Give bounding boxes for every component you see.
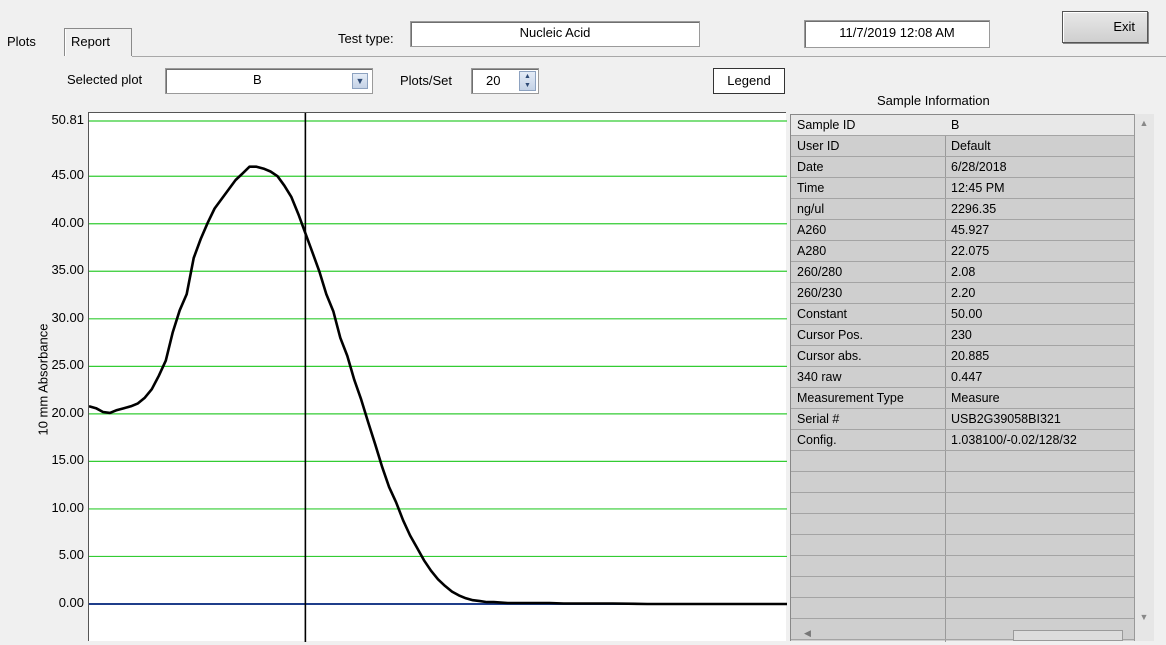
y-tick-label: 30.00 (51, 309, 84, 325)
plots-per-set-label: Plots/Set (400, 73, 453, 88)
sample-info-title: Sample Information (877, 93, 990, 108)
row-value: Default (951, 139, 991, 153)
table-row: Cursor abs. 20.885 (791, 346, 1135, 367)
row-label: Time (797, 181, 825, 195)
scroll-down-icon[interactable]: ▼ (1139, 612, 1149, 622)
table-row: 260/230 2.20 (791, 283, 1135, 304)
table-row: Time 12:45 PM (791, 178, 1135, 199)
row-value: 12:45 PM (951, 181, 1005, 195)
selected-plot-dropdown[interactable] (165, 68, 373, 94)
spinner-arrows-icon[interactable]: ▲ ▼ (519, 71, 536, 91)
row-value: 20.885 (951, 349, 990, 363)
table-row: Cursor Pos. 230 (791, 325, 1135, 346)
table-row: Date 6/28/2018 (791, 157, 1135, 178)
table-row: 260/280 2.08 (791, 262, 1135, 283)
empty-row (791, 472, 1135, 493)
table-row: User ID Default (791, 136, 1135, 157)
empty-row (791, 535, 1135, 556)
horizontal-scroll-thumb[interactable] (1013, 630, 1123, 641)
empty-row (791, 619, 1135, 640)
y-tick-label: 35.00 (51, 262, 84, 278)
table-row: A260 45.927 (791, 220, 1135, 241)
sample-info-table: Sample ID B User ID Default Date 6/28/2018 Tim… (790, 114, 1135, 642)
row-label: Measurement Type (797, 391, 904, 405)
selected-plot-label: Selected plot (67, 72, 143, 87)
empty-row (791, 577, 1135, 598)
row-value: 45.927 (951, 223, 990, 237)
y-tick-label: 45.00 (51, 167, 84, 183)
selected-plot-value: B (253, 72, 262, 87)
row-label: 260/230 (797, 286, 843, 300)
tab-report[interactable]: Report (64, 28, 132, 56)
scroll-up-icon[interactable]: ▲ (1139, 118, 1149, 128)
plots-per-set-value: 20 (486, 73, 501, 88)
row-value: 0.447 (951, 370, 983, 384)
vertical-scrollbar[interactable] (1134, 114, 1154, 641)
absorbance-plot[interactable] (88, 112, 787, 642)
row-label: Cursor abs. (797, 349, 862, 363)
row-value: USB2G39058BI321 (951, 412, 1061, 426)
row-label: Sample ID (797, 118, 856, 132)
table-row: Measurement Type Measure (791, 388, 1135, 409)
row-label: A260 (797, 223, 827, 237)
row-value: 1.038100/-0.02/128/32 (951, 433, 1077, 447)
row-value: 6/28/2018 (951, 160, 1007, 174)
y-tick-label: 15.00 (51, 452, 84, 468)
table-row: Sample ID B (791, 115, 1135, 136)
tab-plots[interactable]: Plots (0, 24, 60, 58)
scroll-left-icon[interactable]: ◀ (804, 628, 811, 638)
row-value: 22.075 (951, 244, 990, 258)
y-tick-label: 5.00 (58, 547, 84, 563)
row-label: A280 (797, 244, 827, 258)
datetime-field: 11/7/2019 12:08 AM (804, 20, 990, 48)
table-row: Serial # USB2G39058BI321 (791, 409, 1135, 430)
row-value: B (951, 118, 960, 132)
row-value: 50.00 (951, 307, 983, 321)
row-value: 2.20 (951, 286, 976, 300)
chevron-down-icon[interactable]: ▼ (352, 73, 368, 89)
row-label: 340 raw (797, 370, 842, 384)
y-tick-label: 10.00 (51, 499, 84, 515)
y-tick-label: 50.81 (51, 112, 84, 127)
row-label: ng/ul (797, 202, 825, 216)
empty-row (791, 451, 1135, 472)
row-label: User ID (797, 139, 840, 153)
y-tick-label: 0.00 (58, 594, 84, 610)
table-row: A280 22.075 (791, 241, 1135, 262)
exit-button[interactable]: Exit (1062, 11, 1148, 43)
tab-divider (132, 56, 1166, 57)
row-value: 230 (951, 328, 972, 342)
y-tick-label: 20.00 (51, 404, 84, 420)
row-value: 2.08 (951, 265, 976, 279)
empty-row (791, 598, 1135, 619)
empty-row (791, 514, 1135, 535)
row-value: 2296.35 (951, 202, 997, 216)
legend-button[interactable]: Legend (713, 68, 785, 94)
absorbance-curve (88, 165, 787, 606)
y-tick-label: 25.00 (51, 357, 84, 373)
test-type-field[interactable]: Nucleic Acid (410, 21, 700, 47)
row-label: Date (797, 160, 824, 174)
y-tick-label: 40.00 (51, 214, 84, 230)
row-label: 260/280 (797, 265, 843, 279)
empty-row (791, 493, 1135, 514)
row-label: Config. (797, 433, 837, 447)
row-label: Cursor Pos. (797, 328, 863, 342)
row-label: Serial # (797, 412, 840, 426)
plot-canvas[interactable] (88, 113, 787, 642)
table-row: Constant 50.00 (791, 304, 1135, 325)
empty-row (791, 556, 1135, 577)
table-row: Config. 1.038100/-0.02/128/32 (791, 430, 1135, 451)
row-label: Constant (797, 307, 848, 321)
column-divider (945, 115, 946, 642)
table-row: 340 raw 0.447 (791, 367, 1135, 388)
test-type-label: Test type: (338, 31, 394, 46)
table-row: ng/ul 2296.35 (791, 199, 1135, 220)
row-value: Measure (951, 391, 1000, 405)
